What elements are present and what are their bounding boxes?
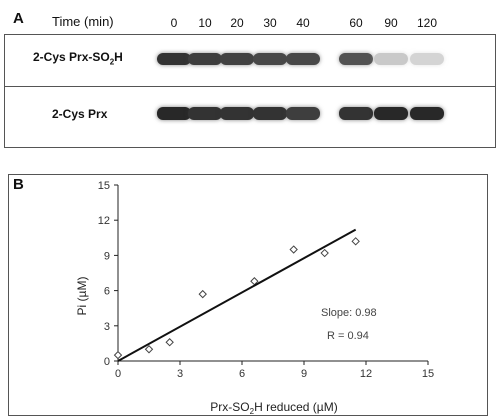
y-tick-label: 3	[104, 321, 110, 333]
time-tick: 10	[198, 16, 212, 30]
blot-band	[220, 107, 254, 120]
x-tick-label: 0	[115, 368, 121, 380]
time-tick: 30	[263, 16, 277, 30]
x-tick-label: 9	[301, 368, 307, 380]
y-tick-label: 15	[98, 180, 110, 192]
blot-top-label: 2-Cys Prx-SO2H	[33, 50, 123, 67]
y-tick-label: 0	[104, 356, 110, 368]
blot-band	[188, 107, 222, 120]
blot-band	[286, 53, 320, 65]
fit-line	[117, 228, 357, 362]
blot-bottom-label: 2-Cys Prx	[52, 107, 108, 121]
r-annotation: R = 0.94	[327, 330, 369, 342]
blot-band	[374, 53, 408, 65]
time-tick: 60	[349, 16, 363, 30]
time-tick: 40	[296, 16, 310, 30]
blot-band	[286, 107, 320, 120]
panel-b-letter: B	[13, 176, 24, 193]
data-point	[198, 289, 207, 299]
scatter-chart: 0 3 6 9 12 15 0 3 6 9 12 15 Slope: 0.98 R = 0.94 Pi…	[75, 180, 434, 416]
panel-b-frame	[8, 174, 488, 416]
data-point	[289, 245, 298, 254]
x-tick-label: 3	[177, 368, 183, 380]
data-point	[165, 338, 174, 347]
blot-band	[410, 107, 444, 120]
panel-a-letter: A	[13, 10, 24, 27]
data-point	[113, 350, 123, 360]
blot-band	[374, 107, 408, 120]
y-tick-label: 6	[104, 286, 110, 298]
time-tick: 20	[230, 16, 244, 30]
blot-band	[253, 107, 287, 120]
slope-annotation: Slope: 0.98	[321, 307, 377, 319]
time-tick: 0	[170, 16, 178, 30]
blot-band	[157, 107, 191, 120]
panel-a: A Time (min) 0 10 20 30 40 60 90 120 2-Cys Prx-…	[0, 0, 498, 148]
y-axis-label: Pi (µM)	[75, 277, 89, 316]
data-point	[320, 248, 329, 258]
blot-band	[220, 53, 254, 65]
blot-band	[157, 53, 191, 65]
blot-band	[253, 53, 287, 65]
blot-band	[410, 53, 444, 65]
x-tick-label: 12	[360, 368, 372, 380]
chart-ticks: 0 3 6 9 12 15 0 3 6 9 12 15	[98, 180, 434, 380]
x-tick-label: 6	[239, 368, 245, 380]
blot-band	[339, 107, 373, 120]
time-label: Time (min)	[52, 14, 114, 29]
time-tick: 120	[416, 16, 438, 30]
panel-b: B 0 3 6 9 12 15 0 3 6 9 12 15 Slope: 0.98 R = 0.94 …	[0, 170, 498, 420]
blot-band	[188, 53, 222, 65]
x-axis-label: Prx-SO2H reduced (µM)	[210, 400, 337, 416]
data-point	[351, 237, 360, 246]
x-tick-label: 15	[422, 368, 434, 380]
chart-axes	[117, 185, 428, 362]
time-tick: 90	[384, 16, 398, 30]
data-point	[144, 345, 154, 354]
blot-band	[339, 53, 373, 65]
y-tick-label: 12	[98, 215, 110, 227]
chart-points	[113, 237, 360, 360]
y-tick-label: 9	[104, 250, 110, 262]
